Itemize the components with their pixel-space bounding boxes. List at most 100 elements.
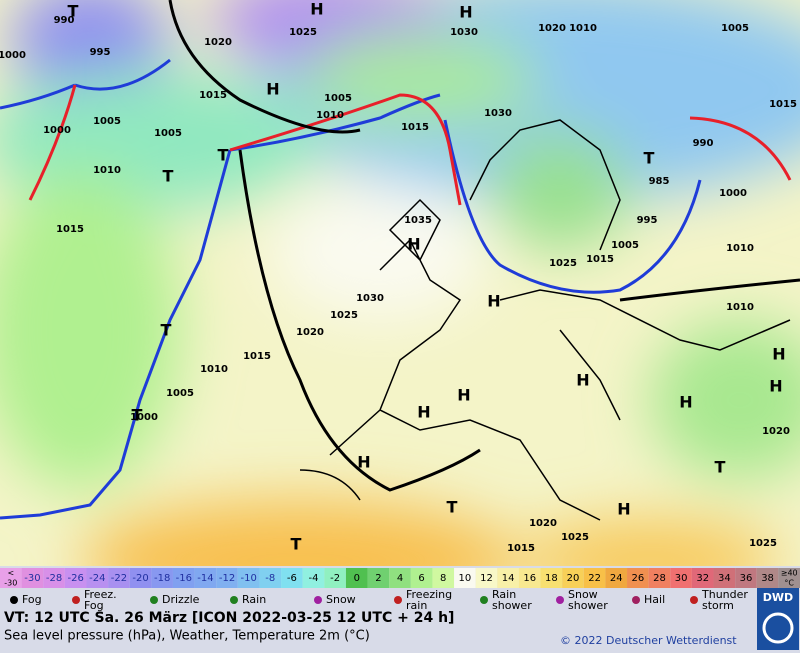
scale-label: 22 [588, 573, 601, 584]
isobar-label: 1005 [324, 93, 352, 104]
isobar-label: 1025 [330, 310, 358, 321]
low-pressure: T [644, 149, 655, 168]
isobar-label: 1030 [450, 27, 478, 38]
scale-cell [129, 568, 152, 588]
isobar-label: 1025 [749, 538, 777, 549]
high-pressure: H [772, 345, 785, 364]
scale-label: -26 [68, 573, 84, 584]
scale-label: -2 [330, 573, 340, 584]
scale-cell [713, 568, 736, 588]
scale-cell [735, 568, 757, 588]
scale-cell [562, 568, 584, 588]
scale-cell [21, 568, 44, 588]
isobar-label: 985 [649, 176, 670, 187]
map-labels: 1020 1025 1030 1020 1010 1005 1015 990 985 995 100… [0, 0, 797, 554]
scale-end-label: -30 [4, 579, 17, 588]
isobar-label: 1020 [538, 23, 566, 34]
scale-cell [432, 568, 455, 588]
valid-time: VT: 12 UTC Sa. 26 März [ICON 2022-03-25 … [4, 610, 454, 626]
isobar-label: 1020 [529, 518, 557, 529]
high-pressure: H [266, 80, 279, 99]
weather-legend-label: Rain [242, 593, 266, 606]
isobar-label: 1015 [401, 122, 429, 133]
weather-icon [556, 596, 564, 604]
scale-cell [172, 568, 195, 588]
weather-legend-label: Snow [326, 593, 356, 606]
scale-label: -4 [309, 573, 319, 584]
scale-cell [43, 568, 65, 588]
weather-icon [480, 596, 488, 604]
scale-cell [648, 568, 671, 588]
isobar-label: 1025 [549, 258, 577, 269]
isobar-label: 1020 [296, 327, 324, 338]
scale-label: 32 [696, 573, 709, 584]
scale-cell [518, 568, 541, 588]
scale-label: 6 [418, 573, 424, 584]
high-pressure: H [357, 453, 370, 472]
isobar-label: 1005 [721, 23, 749, 34]
weather-legend-label: Fog [22, 593, 42, 606]
warm-front [28, 84, 792, 206]
isobar-label: 1015 [507, 543, 535, 554]
scale-cell [410, 568, 433, 588]
scale-label: -30 [24, 573, 40, 584]
isobar-label: 1010 [93, 165, 121, 176]
scale-cell [583, 568, 606, 588]
high-pressure: H [407, 235, 420, 254]
high-pressure: H [576, 371, 589, 390]
high-pressure: H [617, 500, 630, 519]
scale-label: -6 [287, 573, 297, 584]
isobar-label: 1010 [316, 110, 344, 121]
scale-cell [454, 568, 476, 588]
scale-label: -16 [176, 573, 192, 584]
isobar-label: 1010 [726, 302, 754, 313]
isobar-label: 1015 [769, 99, 797, 110]
isobar-label: 990 [54, 15, 75, 26]
scale-label: 20 [567, 573, 580, 584]
low-pressure: T [447, 498, 458, 517]
trough-ridge-line [168, 0, 800, 492]
low-pressure: T [163, 167, 174, 186]
scale-cell [194, 568, 217, 588]
scale-cell [691, 568, 714, 588]
scale-cell [670, 568, 692, 588]
scale-cell [627, 568, 649, 588]
weather-legend-label: Fog [84, 599, 104, 612]
isobar-label: 1005 [166, 388, 194, 399]
low-pressure: T [132, 406, 143, 425]
scale-cell [151, 568, 173, 588]
coastline [299, 119, 791, 521]
low-pressure: T [291, 535, 302, 554]
scale-label: -8 [265, 573, 275, 584]
scale-cell [281, 568, 303, 588]
scale-label: 10 [458, 573, 471, 584]
scale-label: -12 [219, 573, 235, 584]
isobar-label: 1000 [130, 412, 158, 423]
scale-end-label: < [7, 569, 14, 578]
isobar-label: 1035 [404, 215, 432, 226]
weather-icon [230, 596, 238, 604]
isobar-label: 1020 [204, 37, 232, 48]
high-pressure: H [310, 0, 323, 19]
logo-swirl [762, 612, 794, 644]
isobar-label: 1005 [93, 116, 121, 127]
scale-label: 18 [545, 573, 558, 584]
color-scale: <-30 -30 -28 -26 -24 -22 -20 -18 -16 -14 -12 -10 -8-… [0, 568, 800, 588]
high-pressure: H [459, 3, 472, 22]
scale-cell [302, 568, 325, 588]
high-pressure: H [457, 386, 470, 405]
isobar-label: 1005 [154, 128, 182, 139]
scale-end-label: ≥40 [781, 569, 798, 578]
weather-legend-label: Snow [568, 588, 598, 601]
isobar-label: 1005 [611, 240, 639, 251]
isobar-label: 1000 [719, 188, 747, 199]
logo-text: DWD [763, 591, 793, 604]
weather-icon [10, 596, 18, 604]
scale-label: -24 [89, 573, 105, 584]
scale-label: 14 [502, 573, 515, 584]
weather-legend-label: Freez. [84, 588, 117, 601]
weather-legend-label: Rain [492, 588, 516, 601]
scale-cell [345, 568, 368, 588]
isobar-label: 995 [90, 47, 111, 58]
scale-cell [605, 568, 628, 588]
